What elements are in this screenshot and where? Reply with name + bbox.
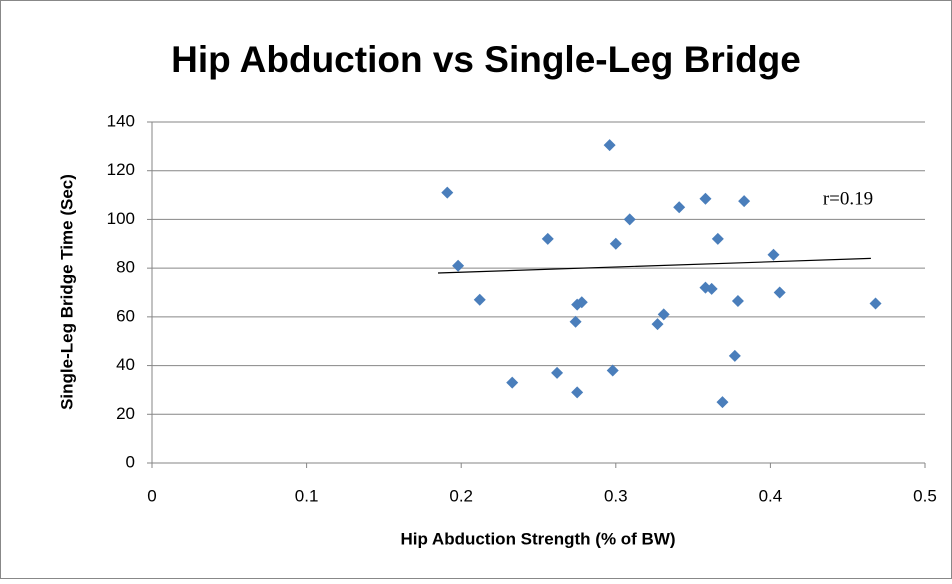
y-tick-label: 0 [126, 452, 135, 471]
y-axis-title: Single-Leg Bridge Time (Sec) [57, 174, 76, 410]
x-tick-label: 0 [147, 486, 156, 505]
scatter-point [473, 293, 486, 306]
y-tick-label: 20 [116, 404, 135, 423]
y-tick-label: 40 [116, 355, 135, 374]
scatter-point [651, 318, 664, 331]
scatter-point [575, 296, 588, 309]
x-tick-label: 0.1 [295, 486, 319, 505]
y-tick-label: 60 [116, 306, 135, 325]
scatter-point [609, 237, 622, 250]
trendline [437, 257, 871, 274]
scatter-point [571, 386, 584, 399]
scatter-point [452, 259, 465, 272]
scatter-point [767, 248, 780, 261]
scatter-point [699, 192, 712, 205]
scatter-point [705, 282, 718, 295]
scatter-point [569, 315, 582, 328]
scatter-point [731, 295, 744, 308]
x-tick-label: 0.3 [604, 486, 628, 505]
y-tick-label: 140 [107, 111, 135, 130]
chart-title: Hip Abduction vs Single-Leg Bridge [171, 39, 801, 80]
scatter-point [711, 232, 724, 245]
scatter-point [738, 195, 751, 208]
scatter-point [728, 349, 741, 362]
y-tick-label: 100 [107, 209, 135, 228]
x-tick-label: 0.2 [449, 486, 473, 505]
scatter-point [541, 232, 554, 245]
y-tick-label: 80 [116, 258, 135, 277]
scatter-point [673, 201, 686, 214]
annotation: r=0.19 [823, 188, 873, 209]
scatter-point [441, 186, 454, 199]
x-tick-label: 0.5 [913, 486, 937, 505]
scatter-point [506, 376, 519, 389]
scatter-point [869, 297, 882, 310]
scatter-point [606, 364, 619, 377]
scatter-point [603, 139, 616, 152]
scatter-point [551, 366, 564, 379]
scatter-point [773, 286, 786, 299]
scatter-point [657, 308, 670, 321]
scatter-point [623, 213, 636, 226]
scatter-point [716, 396, 729, 409]
x-axis-title: Hip Abduction Strength (% of BW) [400, 529, 675, 548]
y-tick-label: 120 [107, 160, 135, 179]
x-tick-label: 0.4 [759, 486, 783, 505]
